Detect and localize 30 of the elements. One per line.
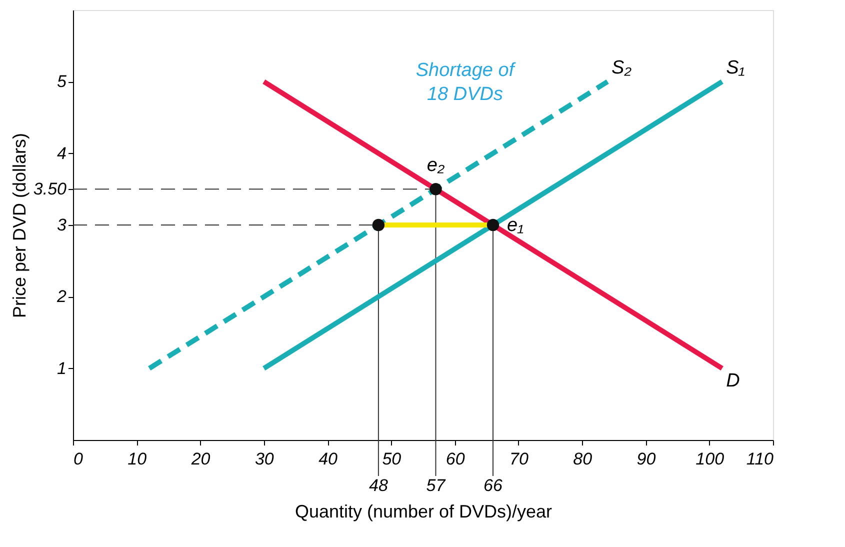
ref-line-label: 66: [484, 476, 503, 495]
x-tick-label: 0: [74, 450, 84, 468]
x-tick-label: 110: [746, 450, 774, 468]
x-tick-label: 80: [573, 450, 593, 468]
x-tick-label: 30: [254, 450, 274, 468]
x-tick-label: 40: [318, 450, 338, 468]
y-tick-label: 5: [57, 72, 68, 92]
series-label: S₁: [726, 58, 745, 79]
y-axis-title: Price per DVD (dollars): [9, 132, 30, 318]
series-label: S₂: [612, 58, 632, 79]
y-tick-label: 1: [57, 358, 66, 378]
x-tick-label: 90: [636, 450, 656, 468]
x-tick-label: 10: [128, 450, 148, 468]
ref-line-label: 57: [426, 476, 446, 495]
ref-line-label: 48: [368, 476, 388, 495]
x-tick-label: 60: [446, 450, 466, 468]
x-tick-label: 20: [190, 450, 211, 468]
y-tick-label: 3: [57, 216, 68, 234]
data-label: e₂: [426, 155, 446, 176]
y-tick-label: 4: [57, 144, 66, 163]
y-tick-label: 3.50: [33, 180, 68, 199]
data-label: e₁: [507, 215, 524, 236]
series-label: D: [726, 370, 740, 392]
y-tick-label: 2: [56, 287, 68, 306]
annotation: 18 DVDs: [426, 84, 504, 106]
annotation: Shortage of: [416, 60, 516, 82]
x-axis-title: Quantity (number of DVDs)/year: [294, 502, 552, 522]
x-tick-label: 70: [509, 450, 529, 468]
x-tick-label: 100: [696, 450, 725, 468]
x-tick-label: 50: [382, 450, 402, 468]
